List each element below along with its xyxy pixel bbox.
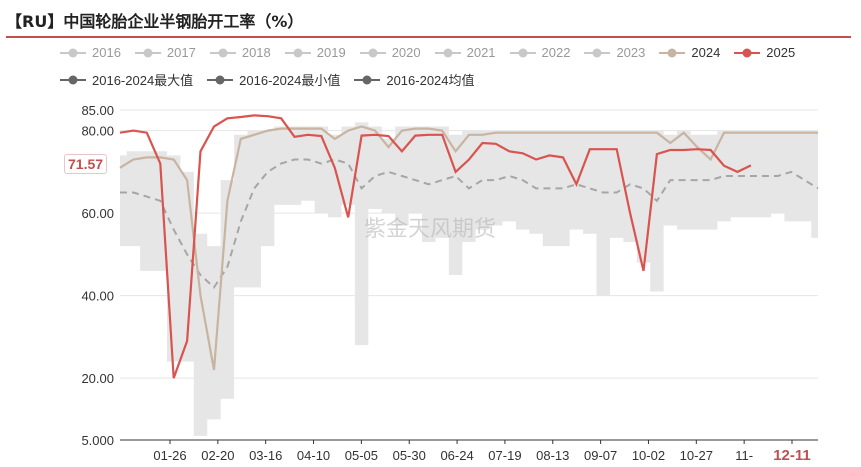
y-tick-label: 85.00 — [81, 103, 114, 118]
legend-item-2023[interactable]: 2023 — [584, 45, 645, 60]
legend-item-label: 2018 — [241, 45, 271, 60]
x-tick-label: 02-20 — [201, 448, 234, 463]
legend-item-label: 2021 — [466, 45, 496, 60]
legend-stats: 2016-2024最大值 2016-2024最小值 2016-2024均值 — [60, 70, 489, 89]
x-tick-label: 10-27 — [680, 448, 713, 463]
y-tick-label: 5.000 — [81, 433, 114, 448]
legend-marker-icon — [354, 75, 381, 84]
legend-marker-icon — [434, 48, 461, 57]
x-tick-label: 10-02 — [632, 448, 665, 463]
legend-item-label: 2023 — [616, 45, 646, 60]
legend-marker-icon — [509, 48, 536, 57]
legend-item-2017[interactable]: 2017 — [134, 45, 196, 60]
legend-item-label: 2024 — [691, 45, 721, 60]
watermark-text: 紫金天风期货 — [364, 217, 496, 242]
legend-marker-icon — [134, 48, 161, 57]
legend-marker-icon — [209, 48, 236, 57]
series-line-average — [120, 158, 819, 289]
legend-item-label: 2020 — [391, 45, 421, 60]
legend-item-2022[interactable]: 2022 — [509, 45, 571, 60]
legend-marker-icon — [207, 75, 234, 84]
legend-item-2025[interactable]: 2025 — [734, 45, 795, 60]
x-tick-label: 06-24 — [440, 448, 473, 463]
y-tick-label: 40.00 — [81, 289, 114, 304]
legend-item-stat-1[interactable]: 2016-2024最小值 — [207, 70, 340, 89]
x-tick-label: 07-19 — [488, 448, 521, 463]
title-underline — [6, 36, 851, 38]
series-line-2025 — [119, 114, 752, 379]
x-tick-label: 08-13 — [536, 448, 569, 463]
legend-item-2019[interactable]: 2019 — [284, 45, 346, 60]
series-line-2024 — [119, 125, 818, 371]
legend-item-label: 2016-2024均值 — [386, 73, 475, 88]
legend-marker-icon — [60, 48, 86, 57]
legend-years: 2016 2017 2018 2019 2020 2021 2022 2023 2024 2025 — [60, 45, 809, 60]
y-tick-label: 80.00 — [81, 124, 114, 139]
legend-item-label: 2022 — [541, 45, 571, 60]
legend-item-label: 2016 — [92, 45, 121, 60]
x-tick-label: 05-05 — [345, 448, 378, 463]
x-tick-label: 11- — [735, 448, 753, 463]
x-tick-label: 04-10 — [297, 448, 330, 463]
x-tick-label: 05-30 — [393, 448, 426, 463]
legend-marker-icon — [359, 48, 386, 57]
legend-item-2021[interactable]: 2021 — [434, 45, 496, 60]
x-tick-label: 03-16 — [249, 448, 282, 463]
legend-item-2018[interactable]: 2018 — [209, 45, 271, 60]
legend-marker-icon — [60, 75, 86, 84]
legend-marker-icon — [284, 48, 311, 57]
legend-item-2020[interactable]: 2020 — [359, 45, 421, 60]
x-tick-label: 09-07 — [584, 448, 617, 463]
series-range-band — [120, 122, 818, 436]
legend-item-stat-0[interactable]: 2016-2024最大值 — [60, 70, 193, 89]
x-tick-label: 01-26 — [153, 448, 186, 463]
legend-item-label: 2017 — [166, 45, 196, 60]
legend-marker-icon — [734, 48, 761, 57]
x-tick-label: 12-11 — [773, 447, 811, 464]
chart-title: 【RU】中国轮胎企业半钢胎开工率（%） — [6, 12, 304, 31]
legend-marker-icon — [659, 48, 686, 57]
legend-item-label: 2016-2024最小值 — [239, 73, 341, 88]
y-tick-label: 20.00 — [81, 371, 114, 386]
legend-item-label: 2019 — [316, 45, 346, 60]
legend-marker-icon — [584, 48, 611, 57]
current-value-label: 71.57 — [64, 154, 108, 175]
legend-item-label: 2025 — [766, 45, 796, 60]
y-tick-label: 60.00 — [81, 206, 114, 221]
legend-item-2016[interactable]: 2016 — [60, 45, 121, 60]
legend-item-2024[interactable]: 2024 — [659, 45, 720, 60]
legend-item-label: 2016-2024最大值 — [92, 73, 194, 88]
legend-item-stat-2[interactable]: 2016-2024均值 — [354, 70, 475, 89]
